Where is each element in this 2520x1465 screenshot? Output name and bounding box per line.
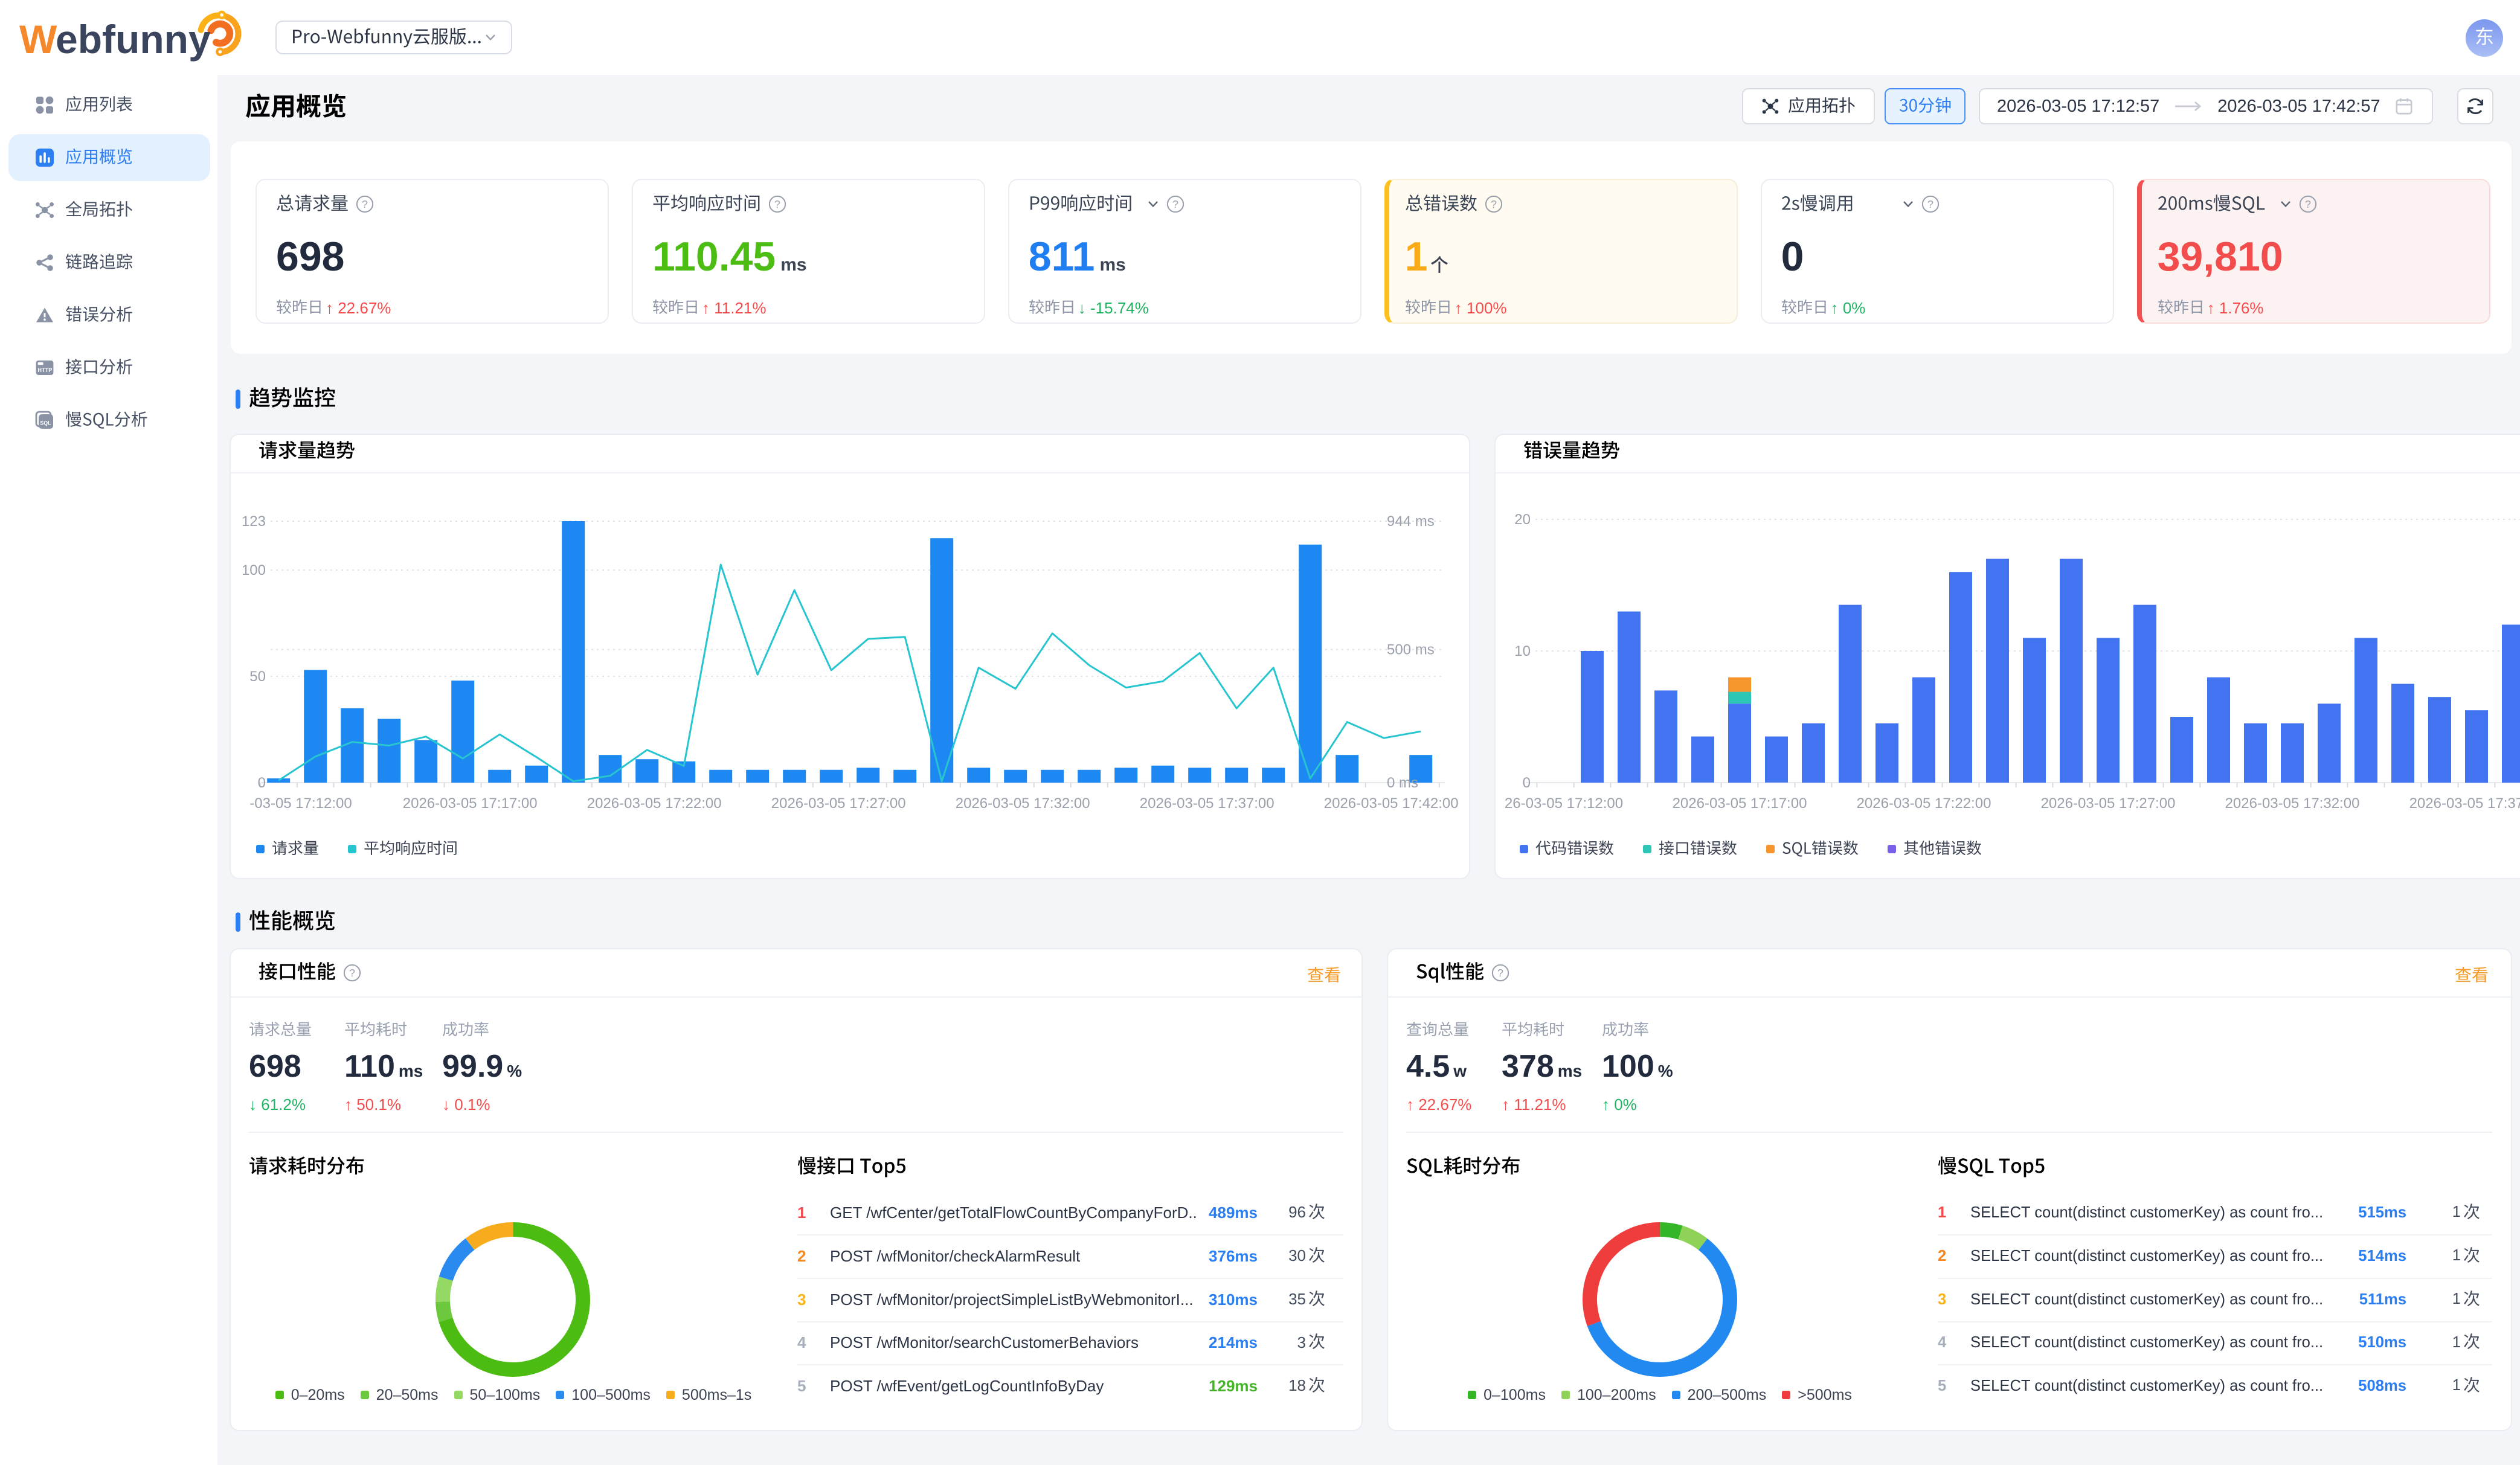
svg-text:2026-03-05 17:27:00: 2026-03-05 17:27:00	[2041, 795, 2176, 812]
svg-text:?: ?	[362, 198, 368, 210]
svg-text:0 ms: 0 ms	[1387, 775, 1418, 791]
svg-text:-03-05 17:12:00: -03-05 17:12:00	[249, 795, 352, 812]
svg-text:2026-03-05 17:42:00: 2026-03-05 17:42:00	[1324, 795, 1459, 812]
svg-text:2026-03-05 17:27:00: 2026-03-05 17:27:00	[771, 795, 906, 812]
svg-text:SQL: SQL	[40, 420, 51, 426]
svg-text:?: ?	[1491, 198, 1497, 210]
svg-text:123: 123	[242, 513, 266, 530]
svg-text:50: 50	[249, 668, 266, 685]
svg-text:2026-03-05 17:37:00: 2026-03-05 17:37:00	[1140, 795, 1274, 812]
svg-text:2026-03-05 17:17:00: 2026-03-05 17:17:00	[1673, 795, 1807, 812]
svg-text:2026-03-05 17:32:00: 2026-03-05 17:32:00	[956, 795, 1090, 812]
svg-text:10: 10	[1514, 643, 1531, 659]
svg-text:?: ?	[1927, 198, 1933, 210]
svg-text:HTTP: HTTP	[37, 367, 52, 373]
svg-text:2026-03-05 17:22:00: 2026-03-05 17:22:00	[587, 795, 722, 812]
svg-text:100: 100	[242, 562, 266, 579]
svg-text:26-03-05 17:12:00: 26-03-05 17:12:00	[1505, 795, 1623, 812]
svg-text:500 ms: 500 ms	[1387, 642, 1435, 658]
svg-text:?: ?	[1172, 198, 1178, 210]
svg-text:2026-03-05 17:37:00: 2026-03-05 17:37:00	[2409, 795, 2520, 812]
svg-text:?: ?	[1497, 967, 1503, 979]
svg-text:944 ms: 944 ms	[1387, 513, 1435, 530]
svg-text:0: 0	[258, 775, 266, 791]
svg-text:2026-03-05 17:22:00: 2026-03-05 17:22:00	[1857, 795, 1991, 812]
svg-text:?: ?	[349, 967, 355, 979]
svg-text:20: 20	[1514, 511, 1531, 528]
svg-text:0: 0	[1523, 775, 1531, 791]
svg-text:2026-03-05 17:32:00: 2026-03-05 17:32:00	[2225, 795, 2360, 812]
svg-text:ebfunny: ebfunny	[56, 17, 211, 62]
svg-text:W: W	[19, 17, 57, 62]
svg-text:2026-03-05 17:17:00: 2026-03-05 17:17:00	[403, 795, 538, 812]
svg-text:?: ?	[774, 198, 780, 210]
svg-text:?: ?	[2305, 198, 2311, 210]
